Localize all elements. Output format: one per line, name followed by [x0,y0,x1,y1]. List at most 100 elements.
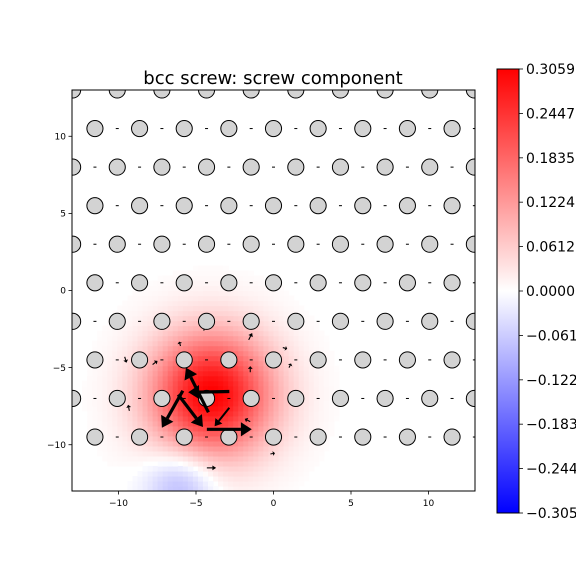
heatmap-cell [223,475,229,482]
heatmap-cell [248,435,254,442]
core-arrow [184,367,210,414]
heatmap-cell [112,330,118,337]
heatmap-cell [298,345,305,352]
heatmap-cell [137,375,144,382]
heatmap-cell [328,425,335,432]
heatmap-cell [122,330,129,337]
heatmap-cell [238,460,244,467]
heatmap-cell [273,330,280,337]
heatmap-cell [228,405,234,412]
heatmap-cell [218,455,224,462]
heatmap-cell [308,455,315,462]
heatmap-cell [117,425,123,432]
heatmap-cell [202,455,209,462]
heatmap-cell [278,445,285,452]
heatmap-cell [258,480,265,487]
heatmap-cell [197,485,204,491]
heatmap-cell [333,410,340,417]
heatmap-cell [187,270,194,277]
heatmap-cell [172,345,179,352]
heatmap-cell [228,380,234,387]
heatmap-cell [177,345,184,352]
heatmap-cell [273,420,280,427]
heatmap-cell [223,370,229,377]
heatmap-cell [127,310,134,317]
heatmap-cell [283,435,290,442]
heatmap-cell [192,445,199,452]
heatmap-cell [263,440,270,447]
heatmap-cell [187,445,194,452]
heatmap-cell [142,325,149,332]
heatmap-cell [167,425,174,432]
heatmap-cell [182,470,189,477]
heatmap-cell [303,410,310,417]
heatmap-cell [268,470,275,477]
displacement-arrow-shaft [288,365,291,368]
heatmap-cell [182,310,189,317]
atom-marker [398,274,416,292]
heatmap-cell [107,350,113,357]
heatmap-cell [152,330,159,337]
heatmap-cell [283,460,290,467]
heatmap-cell [167,365,174,372]
heatmap-cell [147,405,154,412]
heatmap-cell [228,465,234,472]
heatmap-cell [197,325,204,332]
heatmap-cell [323,400,330,407]
heatmap-cell [308,320,315,327]
heatmap-cell [213,465,219,472]
atom-marker [376,158,394,176]
heatmap-cell [228,300,234,307]
heatmap-cell [323,355,330,362]
heatmap-cell [137,335,144,342]
heatmap-cell [238,400,244,407]
heatmap-cell [323,360,330,367]
heatmap-cell [192,470,199,477]
heatmap-cell [142,300,149,307]
heatmap-cell [182,270,189,277]
atom-marker [398,351,416,369]
heatmap-cell [308,365,315,372]
heatmap-cell [263,400,270,407]
heatmap-cell [313,335,320,342]
heatmap-cell [208,300,214,307]
heatmap-cell [157,330,164,337]
heatmap-cell [147,470,154,477]
heatmap-cell [157,360,164,367]
heatmap-cell [152,290,159,297]
heatmap-cell [162,375,169,382]
atom-marker [242,312,260,330]
heatmap-cell [248,455,254,462]
heatmap-cell [308,350,315,357]
heatmap-cell [278,455,285,462]
heatmap-cell [167,445,174,452]
heatmap-cell [132,450,139,457]
heatmap-cell [303,335,310,342]
heatmap-cell [147,465,154,472]
atom-marker [398,428,416,446]
heatmap-cell [112,450,118,457]
heatmap-cell [202,350,209,357]
heatmap-cell [328,400,335,407]
heatmap-cell [303,395,310,402]
heatmap-cell [172,375,179,382]
heatmap-cell [263,395,270,402]
heatmap-cell [177,270,184,277]
heatmap-cell [313,420,320,427]
heatmap-cell [177,470,184,477]
heatmap-cell [177,305,184,312]
heatmap-cell [308,390,315,397]
heatmap-cell [253,470,259,477]
atom-marker [108,312,126,330]
heatmap-cell [288,435,295,442]
displacement-arrow-shaft [246,419,251,423]
heatmap-cell [323,370,330,377]
heatmap-cell [192,340,199,347]
heatmap-cell [218,405,224,412]
heatmap-cell [243,465,249,472]
heatmap-cell [273,385,280,392]
heatmap-cell [162,465,169,472]
heatmap-cell [117,410,123,417]
heatmap-cell [233,390,239,397]
heatmap-cell [298,360,305,367]
